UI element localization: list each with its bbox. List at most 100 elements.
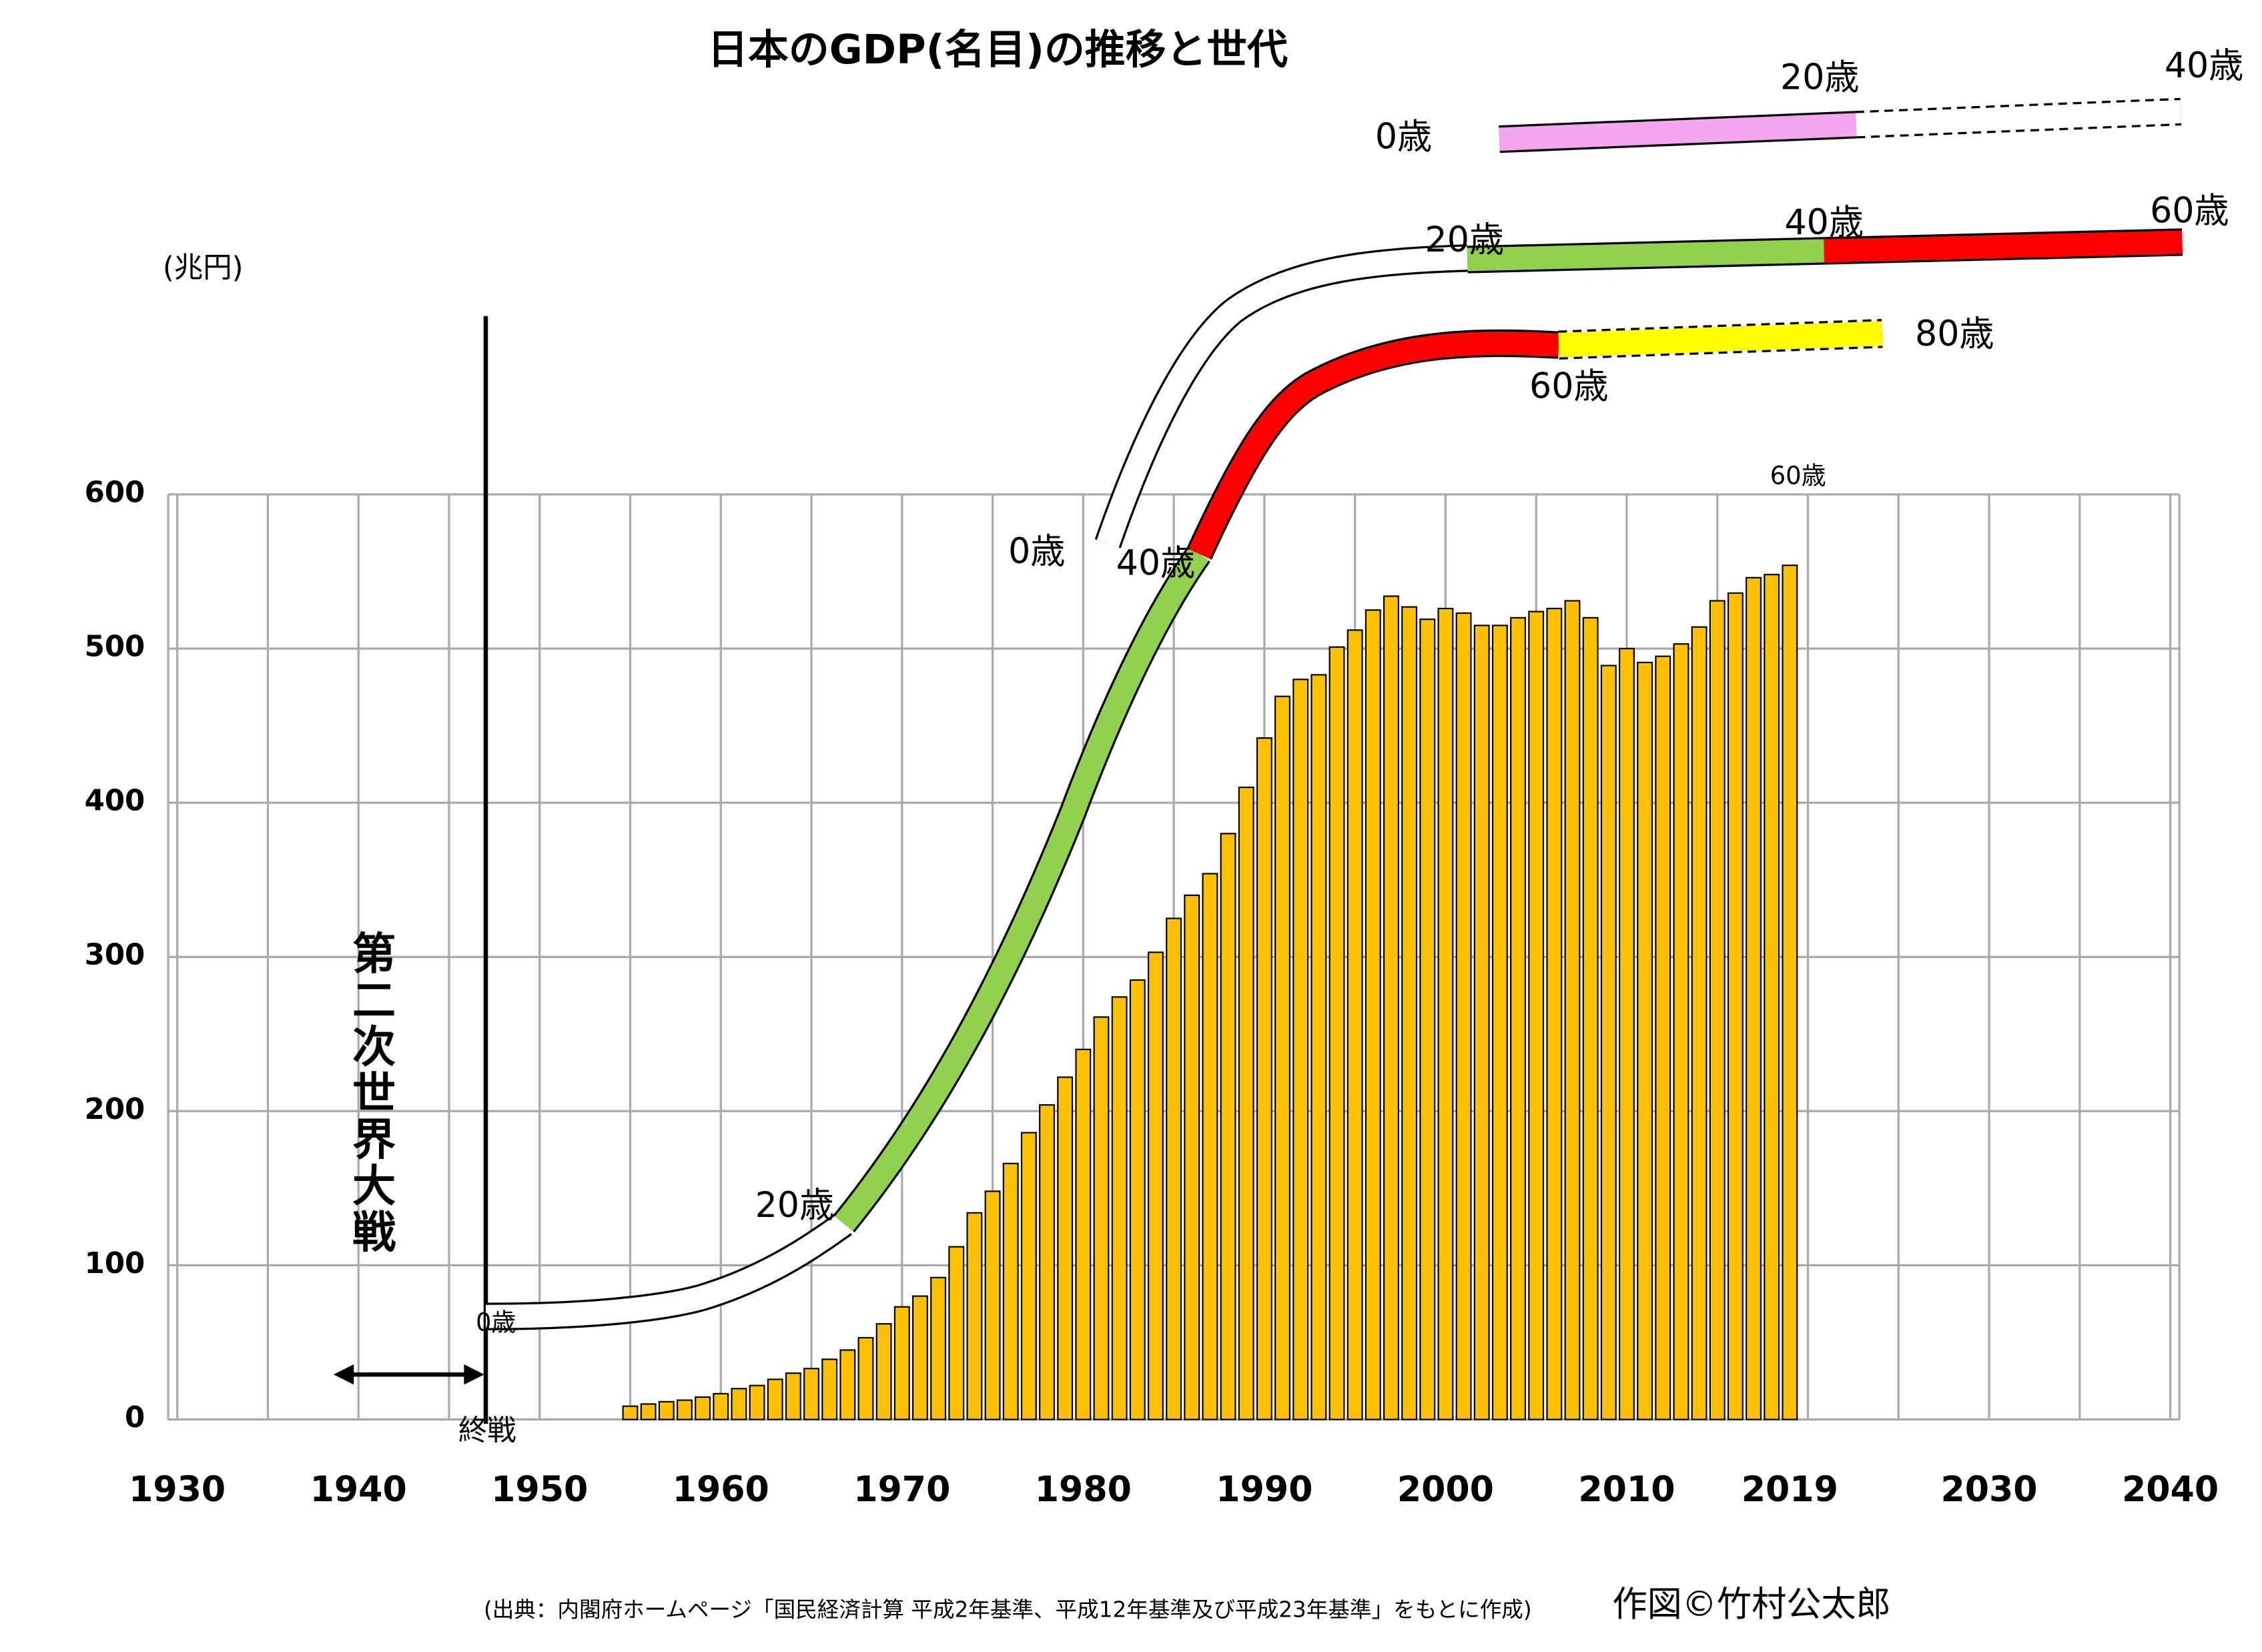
x-tick-label: 2010: [1578, 1470, 1675, 1510]
bar: [1546, 607, 1563, 1420]
bar: [966, 1212, 983, 1420]
bar: [1727, 592, 1744, 1420]
bar: [677, 1399, 693, 1420]
bar: [1111, 996, 1128, 1420]
y-tick-label: 100: [85, 1247, 145, 1280]
bar: [1256, 737, 1272, 1420]
x-tick-label: 2000: [1397, 1470, 1494, 1510]
generation-bands: [485, 97, 2183, 1330]
bar: [930, 1276, 947, 1420]
bar: [1564, 600, 1581, 1420]
age-label: 20歳: [1780, 58, 1860, 98]
bars: [622, 564, 1798, 1420]
bar: [1238, 786, 1254, 1420]
x-tick-label: 1980: [1035, 1470, 1132, 1510]
bar: [893, 1306, 910, 1420]
x-tick-label: 1940: [310, 1470, 407, 1510]
age-label: 20歳: [755, 1186, 835, 1226]
war-end-label: 終戦: [458, 1414, 516, 1447]
bar: [695, 1396, 711, 1420]
band-red: [1824, 230, 2183, 263]
bar: [1528, 610, 1545, 1420]
bar: [803, 1368, 819, 1420]
band-white: [1855, 99, 2182, 137]
y-tick-label: 200: [85, 1093, 145, 1126]
age-labels: 0歳 20歳 40歳 0歳 60歳 60歳 80歳 20歳 40歳 60歳 0歳…: [476, 46, 2243, 1336]
bar: [1220, 833, 1236, 1420]
bar: [785, 1372, 801, 1420]
age-label: 60歳: [1770, 461, 1826, 490]
age-label: 0歳: [476, 1308, 516, 1337]
bar: [1274, 695, 1290, 1420]
bar: [1202, 873, 1218, 1420]
bar: [1093, 1016, 1110, 1420]
bar: [658, 1400, 675, 1420]
bar: [1292, 679, 1309, 1420]
band-red: [1188, 332, 1560, 559]
band-yellow: [1558, 321, 1883, 358]
bar: [1510, 616, 1526, 1420]
bar: [984, 1190, 1001, 1420]
y-tick-label: 600: [85, 476, 145, 510]
x-tick-label: 1950: [491, 1470, 588, 1510]
bar: [1365, 609, 1381, 1420]
bar: [1129, 979, 1146, 1420]
bar: [1655, 655, 1671, 1420]
age-label: 20歳: [1425, 220, 1505, 260]
age-label: 40歳: [1784, 203, 1863, 243]
age-label: 60歳: [2150, 191, 2229, 231]
bar: [1618, 648, 1635, 1420]
bar: [767, 1378, 783, 1420]
y-tick-label: 300: [85, 939, 145, 972]
band-white: [485, 1214, 851, 1328]
bar: [1383, 595, 1399, 1420]
x-tick-label: 1930: [129, 1470, 226, 1510]
bar: [640, 1403, 657, 1420]
bar: [1746, 576, 1762, 1420]
bar: [1709, 600, 1726, 1420]
bar: [912, 1295, 928, 1420]
bar: [1691, 626, 1708, 1420]
source: (出典：内閣府ホームページ「国民経済計算 平成2年基準、平成12年基準及び平成2…: [484, 1597, 1532, 1622]
bar: [1166, 917, 1182, 1420]
x-tick-label: 2030: [1940, 1470, 2037, 1510]
bar: [1329, 646, 1345, 1420]
bar: [1075, 1048, 1092, 1420]
bar: [1002, 1162, 1019, 1420]
bar: [839, 1349, 856, 1420]
bar: [1764, 574, 1780, 1420]
band-white: [1096, 246, 1468, 548]
bar: [875, 1323, 892, 1420]
age-label: 40歳: [2165, 46, 2243, 86]
bar: [1347, 629, 1363, 1420]
age-label: 0歳: [1375, 117, 1432, 157]
bar: [1419, 618, 1436, 1420]
bar: [948, 1246, 965, 1420]
chart-title: 日本のGDP(名目)の推移と世代: [707, 27, 1288, 73]
bar: [1491, 625, 1508, 1420]
y-tick-label: 400: [85, 785, 145, 818]
bar: [1437, 607, 1454, 1420]
bar: [1401, 606, 1418, 1420]
bar: [713, 1392, 729, 1420]
bar: [1582, 616, 1599, 1420]
y-tick-label: 0: [125, 1401, 145, 1434]
age-label: 60歳: [1529, 366, 1608, 406]
credit: 作図©竹村公太郎: [1613, 1585, 1891, 1625]
bar: [1473, 625, 1490, 1420]
bar: [731, 1388, 747, 1420]
age-label: 80歳: [1915, 314, 1994, 354]
bar: [622, 1405, 639, 1420]
x-tick-label: 2019: [1742, 1470, 1838, 1510]
bar: [821, 1358, 838, 1420]
band-green: [1467, 239, 1825, 272]
bar: [857, 1336, 874, 1420]
x-tick-label: 1990: [1216, 1470, 1312, 1510]
war-label: 第二次世界大戦: [352, 929, 396, 1258]
x-tick-label: 1960: [673, 1470, 769, 1510]
bar: [1455, 612, 1472, 1420]
band-pink: [1499, 113, 1857, 151]
bar: [1310, 674, 1327, 1420]
